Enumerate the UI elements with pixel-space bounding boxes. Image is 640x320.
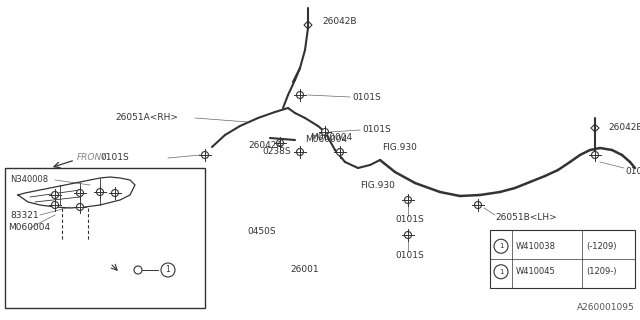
Text: A260001095: A260001095 xyxy=(577,303,635,312)
Circle shape xyxy=(77,204,83,211)
Text: 26042A: 26042A xyxy=(248,140,282,149)
Circle shape xyxy=(474,202,481,209)
Text: 0101S: 0101S xyxy=(625,166,640,175)
Circle shape xyxy=(97,188,104,196)
Text: 1: 1 xyxy=(499,269,503,275)
Text: FRONT: FRONT xyxy=(77,153,108,162)
Text: (-1209): (-1209) xyxy=(586,242,616,251)
Text: 0238S: 0238S xyxy=(262,148,291,156)
Text: 0101S: 0101S xyxy=(352,92,381,101)
Circle shape xyxy=(404,231,412,238)
Circle shape xyxy=(202,151,209,158)
Circle shape xyxy=(296,148,303,156)
Circle shape xyxy=(51,191,58,198)
Circle shape xyxy=(134,266,142,274)
Text: 26001: 26001 xyxy=(290,266,319,275)
Text: (1209-): (1209-) xyxy=(586,267,616,276)
Circle shape xyxy=(494,265,508,279)
Text: 1: 1 xyxy=(166,266,170,275)
Circle shape xyxy=(321,129,328,135)
Text: M060004: M060004 xyxy=(305,135,347,145)
Circle shape xyxy=(296,92,303,99)
Circle shape xyxy=(404,196,412,204)
Text: FIG.930: FIG.930 xyxy=(382,143,417,153)
Text: 26042B: 26042B xyxy=(608,124,640,132)
Text: 83321: 83321 xyxy=(10,211,38,220)
Text: 0101S: 0101S xyxy=(395,251,424,260)
Text: 0450S: 0450S xyxy=(247,228,276,236)
Text: 0101S: 0101S xyxy=(100,154,129,163)
Circle shape xyxy=(51,202,58,209)
Bar xyxy=(490,230,635,288)
Text: 0101S: 0101S xyxy=(395,215,424,225)
Circle shape xyxy=(77,189,83,196)
Text: W410045: W410045 xyxy=(516,267,556,276)
Circle shape xyxy=(276,140,284,147)
Circle shape xyxy=(111,189,118,196)
Circle shape xyxy=(337,148,344,156)
Text: N340008: N340008 xyxy=(10,175,48,185)
Bar xyxy=(5,168,205,308)
Text: FIG.930: FIG.930 xyxy=(360,180,395,189)
Text: 26051A<RH>: 26051A<RH> xyxy=(115,114,178,123)
Circle shape xyxy=(161,263,175,277)
Text: W410038: W410038 xyxy=(516,242,556,251)
Circle shape xyxy=(591,151,598,158)
Text: M060004: M060004 xyxy=(8,223,50,233)
Text: 26042B: 26042B xyxy=(322,18,356,27)
Text: 0101S: 0101S xyxy=(362,125,391,134)
Circle shape xyxy=(494,239,508,253)
Text: M060004: M060004 xyxy=(310,133,352,142)
Text: 1: 1 xyxy=(499,243,503,249)
Text: 26051B<LH>: 26051B<LH> xyxy=(495,213,557,222)
